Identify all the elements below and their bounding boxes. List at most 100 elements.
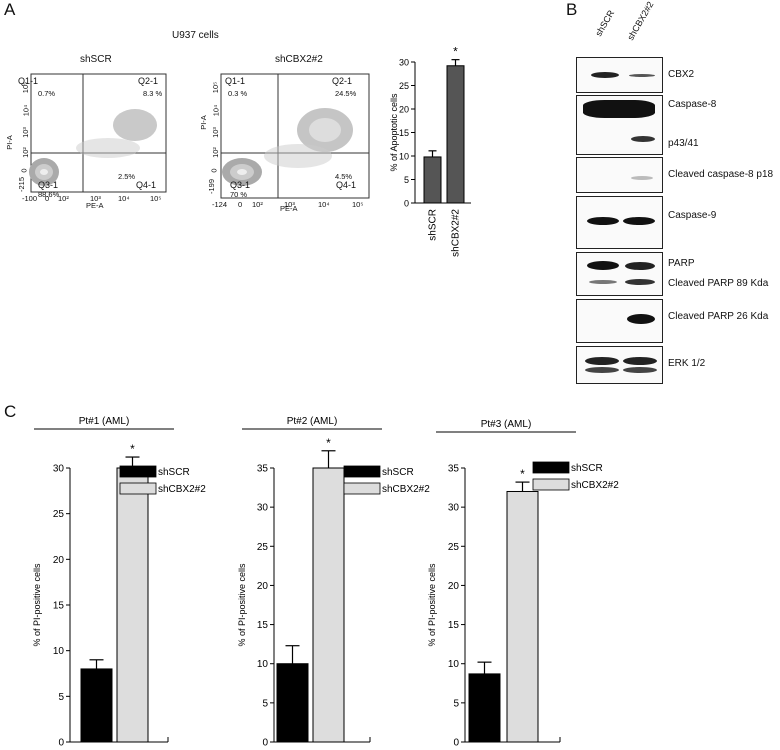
blot-label: Cleaved PARP 89 Kda (668, 278, 769, 289)
blot-caspase-8 (576, 95, 663, 155)
q2-label: Q2-1 (138, 76, 159, 86)
y-tick-label: 25 (399, 81, 409, 91)
q2-percent: 8.3 % (143, 89, 163, 98)
y-tick-label: 25 (448, 542, 460, 553)
flow-ylabel: PI-A (198, 115, 208, 130)
y-tick: 10⁴ (21, 104, 31, 117)
bar-shscr (276, 663, 309, 743)
y-tick-label: 5 (262, 698, 268, 709)
significance-star: * (130, 442, 135, 456)
y-tick: 0 (209, 168, 219, 173)
blot-caspase-9 (576, 196, 663, 249)
y-tick-label: 5 (453, 698, 459, 709)
bar-shscr (80, 668, 113, 743)
q1-label: Q1-1 (18, 76, 39, 86)
flow-plot-title: shCBX2#2 (275, 54, 323, 65)
q3-label: Q3-1 (230, 180, 251, 190)
significance-star: * (520, 467, 525, 481)
bar-shcbx2-2 (312, 467, 345, 743)
blot-label: ERK 1/2 (668, 358, 706, 369)
panel-a-title: U937 cells (172, 30, 219, 41)
y-tick-label: 15 (448, 620, 460, 631)
legend-label: shCBX2#2 (571, 480, 619, 491)
apoptotic-bar-chart: 0 5 10 15 20 25 30 % of Apoptotic cells shSCR * sh… (389, 45, 471, 257)
flow-plot-axes (29, 73, 167, 193)
legend-swatch (532, 461, 570, 474)
y-tick: 10⁵ (211, 81, 221, 94)
q3-label: Q3-1 (38, 180, 59, 190)
y-tick: 10³ (20, 127, 30, 138)
significance-star: * (453, 45, 458, 59)
y-tick-label: 30 (53, 464, 65, 475)
y-axis-label: % of PI-positive cells (32, 563, 42, 647)
bar-shcbx2-2 (446, 65, 465, 204)
flow-scatter-cloud (222, 108, 353, 186)
x-tick: -100 (22, 194, 38, 203)
flow-plot-shscr: shSCR Q1-1 0.7% Q2-1 8.3 % 2.5% Q3-1 Q4-… (0, 48, 190, 218)
x-tick: 10⁵ (352, 200, 364, 209)
bar-shcbx2-2 (116, 467, 149, 743)
legend-swatch (532, 478, 570, 491)
bar-shcbx2-2 (506, 490, 539, 743)
y-tick-label: 15 (399, 128, 409, 138)
y-tick-label: 15 (53, 601, 65, 612)
x-tick: 10² (252, 200, 263, 209)
legend-label: shSCR (382, 467, 414, 478)
x-tick: 0 (45, 194, 50, 203)
y-tick-label: 35 (448, 464, 460, 475)
y-tick-label: 5 (404, 175, 409, 185)
blot-cleaved-parp-26 (576, 299, 663, 343)
blot-parp (576, 252, 663, 296)
blot-label: CBX2 (668, 69, 695, 80)
y-tick: 10² (20, 147, 30, 158)
y-tick-label: 10 (448, 659, 460, 670)
y-tick: 0 (19, 168, 29, 173)
q1-label: Q1-1 (225, 76, 246, 86)
flow-ylabel: PI-A (4, 135, 14, 150)
q4-percent: 2.5% (118, 172, 136, 181)
y-tick-label: 25 (257, 542, 269, 553)
y-axis-label: % of PI-positive cells (427, 563, 437, 647)
chart-title: Pt#3 (AML) (481, 419, 532, 430)
panel-letter-c: C (4, 402, 17, 421)
q4-percent: 4.5% (335, 172, 353, 181)
panel-letter-b: B (566, 0, 578, 19)
flow-scatter-cloud (29, 109, 157, 186)
x-tick: 0 (238, 200, 243, 209)
pt3-bar-chart: 0 5 10 15 20 25 30 35 % of PI-positive cells * Pt#… (427, 419, 619, 749)
y-axis-label: % of PI-positive cells (237, 563, 247, 647)
chart-title: Pt#2 (AML) (287, 416, 338, 427)
y-tick: 10³ (210, 127, 220, 138)
x-tick: 10³ (284, 200, 295, 209)
blot-label: Cleaved caspase-8 p18 (668, 169, 774, 180)
y-tick: -215 (17, 176, 27, 193)
y-axis-label: % of Apoptotic cells (389, 93, 399, 172)
legend-label: shSCR (571, 463, 603, 474)
x-tick: 10³ (90, 194, 101, 203)
blot-label: Caspase-8 (668, 99, 717, 110)
q4-label: Q4-1 (336, 180, 357, 190)
x-tick: 10⁴ (318, 200, 330, 209)
x-tick: 10⁴ (118, 194, 130, 203)
legend-swatch (343, 465, 381, 478)
y-tick-label: 25 (53, 509, 65, 520)
q3-percent: 70 % (230, 190, 248, 199)
y-tick-label: 10 (399, 152, 409, 162)
x-tick: 10² (58, 194, 69, 203)
pt1-bar-chart: 0 5 10 15 20 25 30 % of PI-positive cells * Pt#1 … (32, 416, 206, 749)
x-tick: 10⁵ (150, 194, 162, 203)
y-tick-label: 20 (257, 581, 269, 592)
y-tick: 10⁴ (211, 104, 221, 117)
blot-label: PARP (668, 258, 695, 269)
category-label: shSCR (428, 209, 439, 241)
legend-swatch (343, 482, 381, 495)
flow-xlabel: PE-A (86, 201, 104, 210)
bar-shscr (423, 156, 442, 204)
q3-percent: 88.6% (38, 190, 60, 199)
category-label: shCBX2#2 (451, 209, 462, 257)
pt2-bar-chart: 0 5 10 15 20 25 30 35 % of PI-positive cells * Pt#… (237, 416, 430, 749)
y-tick-label: 35 (257, 464, 269, 475)
y-tick-label: 0 (58, 738, 64, 749)
y-tick-label: 30 (399, 58, 409, 68)
q1-percent: 0.7% (38, 89, 56, 98)
